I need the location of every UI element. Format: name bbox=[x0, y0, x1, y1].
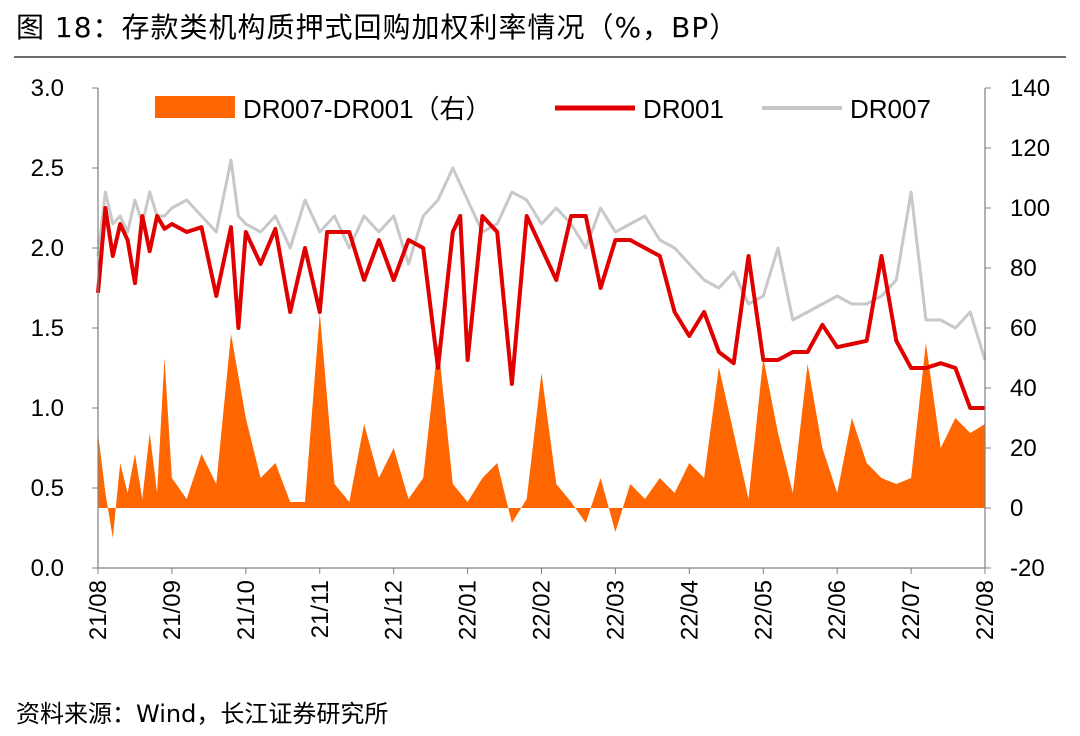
x-tick-label: 21/10 bbox=[233, 580, 260, 640]
right-y-tick-label: 0 bbox=[1010, 495, 1023, 522]
line-series-layer bbox=[96, 158, 987, 410]
x-tick-label: 21/08 bbox=[85, 580, 112, 640]
right-y-tick-label: 40 bbox=[1010, 375, 1037, 402]
x-tick-label: 22/05 bbox=[750, 580, 777, 640]
axes-layer: 3.0 2.5 2.0 1.5 1.0 0.5 0.0 140 120 100 80 60 40 20 0 -… bbox=[31, 75, 1050, 640]
x-tick-label: 22/03 bbox=[602, 580, 629, 640]
left-y-tick-label: 1.0 bbox=[31, 395, 64, 422]
right-y-tick-label: 60 bbox=[1010, 315, 1037, 342]
chart-svg: 3.0 2.5 2.0 1.5 1.0 0.5 0.0 140 120 100 80 60 40 20 0 -… bbox=[31, 75, 1050, 640]
legend-label-dr007: DR007 bbox=[850, 94, 931, 124]
left-y-tick-label: 1.5 bbox=[31, 315, 64, 342]
title-divider bbox=[14, 56, 1066, 58]
series-dr007-line bbox=[96, 158, 987, 361]
chart-title: 图 18：存款类机构质押式回购加权利率情况（%，BP） bbox=[16, 11, 739, 44]
right-y-tick-label: 20 bbox=[1010, 435, 1037, 462]
x-tick-label: 21/12 bbox=[381, 580, 408, 640]
series-dr001-line bbox=[96, 206, 985, 410]
left-y-tick-label: 3.0 bbox=[31, 75, 64, 102]
left-y-tick-label: 0.0 bbox=[31, 555, 64, 582]
x-tick-label: 22/07 bbox=[898, 580, 925, 640]
x-tick-label: 22/08 bbox=[972, 580, 999, 640]
spread-area-layer bbox=[98, 313, 985, 538]
left-y-tick-label: 2.0 bbox=[31, 235, 64, 262]
legend-swatch-spread bbox=[155, 96, 235, 118]
left-y-tick-label: 2.5 bbox=[31, 155, 64, 182]
right-y-tick-label: 120 bbox=[1010, 135, 1050, 162]
right-y-tick-label: -20 bbox=[1010, 555, 1045, 582]
x-tick-label: 22/02 bbox=[529, 580, 556, 640]
right-y-tick-label: 80 bbox=[1010, 255, 1037, 282]
legend: DR007-DR001（右） DR001 DR007 bbox=[155, 94, 931, 124]
x-tick-label: 21/09 bbox=[159, 580, 186, 640]
left-y-tick-label: 0.5 bbox=[31, 475, 64, 502]
x-tick-label: 22/06 bbox=[824, 580, 851, 640]
series-dr007-dr001-area bbox=[98, 313, 985, 538]
right-y-tick-label: 140 bbox=[1010, 75, 1050, 102]
x-tick-label: 22/04 bbox=[676, 580, 703, 640]
source-note: 资料来源：Wind，长江证券研究所 bbox=[16, 700, 389, 728]
x-tick-label: 21/11 bbox=[307, 580, 334, 638]
legend-label-dr001: DR001 bbox=[643, 94, 724, 124]
legend-label-spread: DR007-DR001（右） bbox=[243, 94, 492, 124]
x-tick-label: 22/01 bbox=[455, 580, 482, 640]
right-y-tick-label: 100 bbox=[1010, 195, 1050, 222]
